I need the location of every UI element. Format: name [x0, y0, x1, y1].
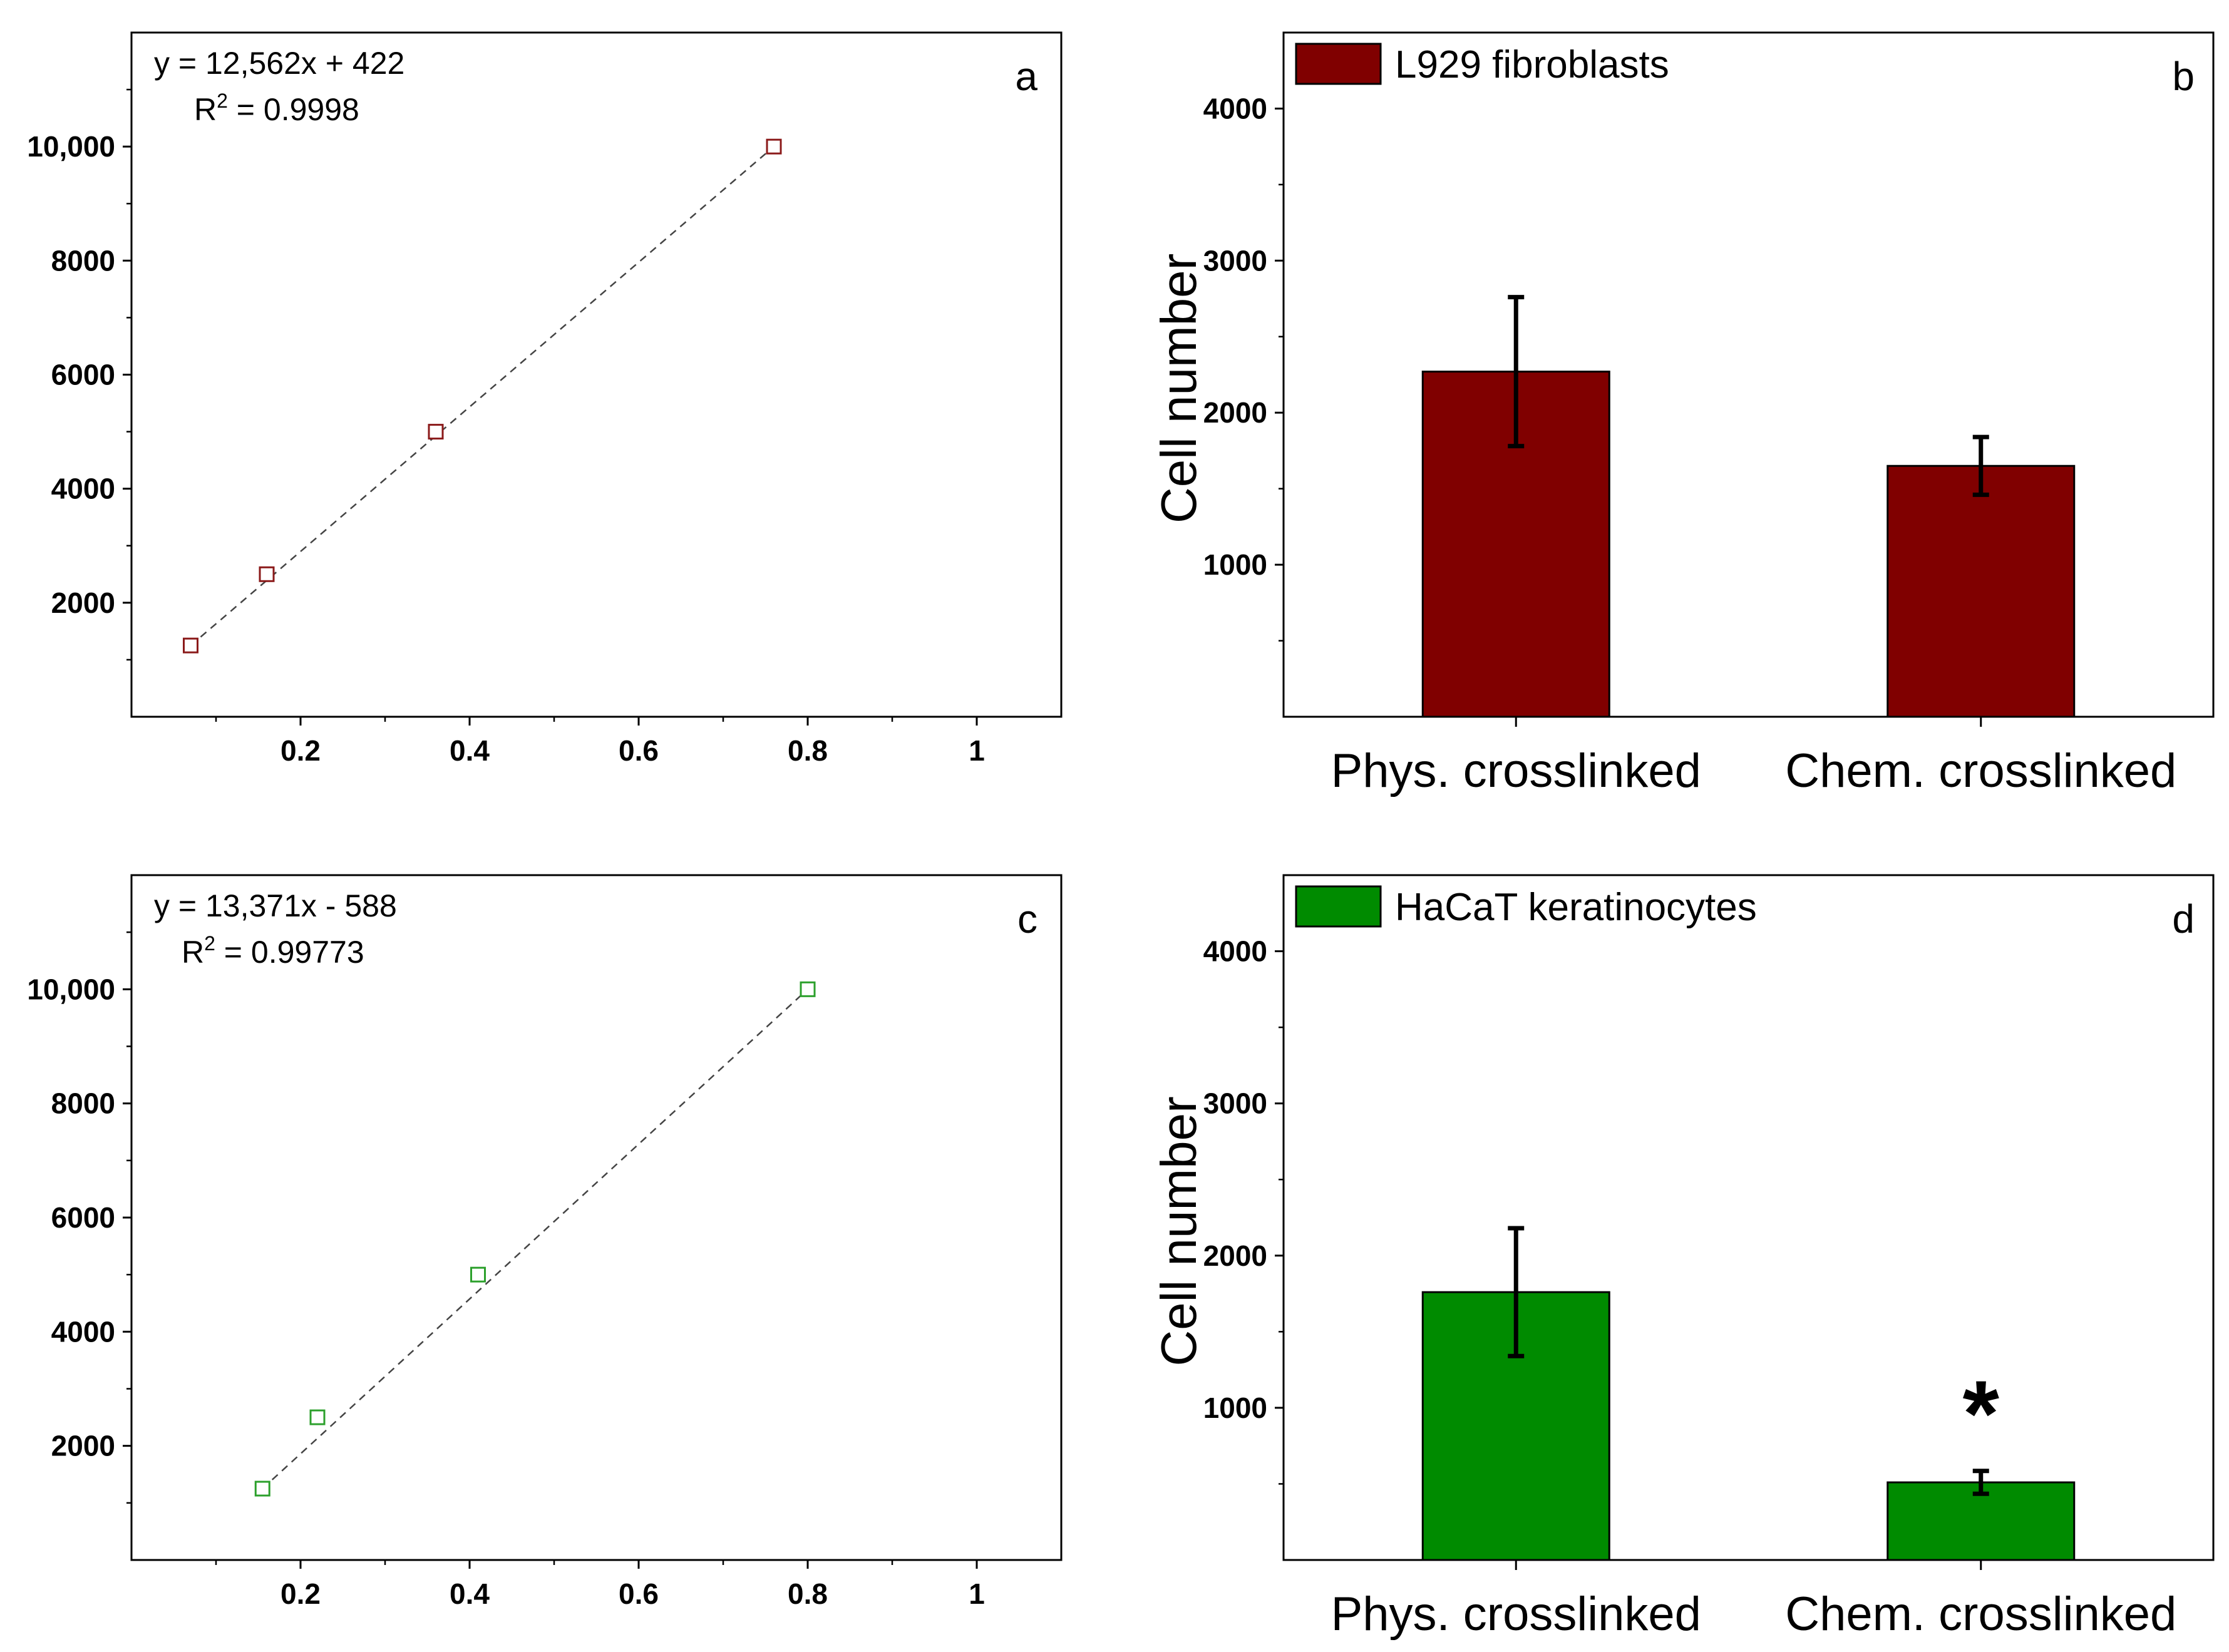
plot-frame [130, 31, 1063, 718]
data-point [259, 566, 275, 582]
y-tick-label: 4000 [51, 473, 115, 505]
y-tick-label: 10,000 [27, 130, 115, 163]
fit-line [262, 988, 808, 1489]
x-tick-label: 1 [969, 1578, 985, 1610]
legend-swatch [1295, 43, 1382, 85]
x-tick-label: 0.4 [450, 1578, 490, 1610]
y-tick-label: 4000 [1203, 935, 1267, 968]
significance-marker: * [1963, 1361, 2000, 1466]
data-point [309, 1409, 326, 1425]
panel-label: b [2172, 54, 2195, 99]
data-point [470, 1266, 486, 1283]
legend-swatch [1295, 885, 1382, 928]
plot-frame [1282, 874, 2215, 1561]
y-tick-label: 3000 [1203, 1087, 1267, 1120]
fit-line [190, 146, 775, 647]
category-label: Chem. crosslinked [1785, 744, 2176, 798]
y-tick-label: 3000 [1203, 244, 1267, 277]
r-squared-value: = 0.9998 [228, 92, 359, 127]
x-tick-label: 0.4 [450, 734, 490, 767]
y-tick-label: 2000 [51, 587, 115, 619]
y-tick-label: 10,000 [27, 973, 115, 1005]
data-point [183, 637, 198, 654]
category-label: Chem. crosslinked [1785, 1588, 2176, 1641]
plot-frame [130, 874, 1063, 1561]
r-squared-value: = 0.99773 [215, 935, 364, 970]
fit-equation: y = 13,371x - 588 [154, 888, 397, 923]
panel-a: 2000 4000 6000 8000 10,000 0.2 0.4 0.6 0.8 1 y = 1… [27, 31, 1063, 767]
y-tick-label: 1000 [1203, 548, 1267, 581]
y-tick-label: 4000 [1203, 92, 1267, 125]
data-point [800, 981, 816, 997]
y-axis-label: Cell number [1151, 254, 1207, 523]
panel-b: 1000 2000 3000 4000 Cell number Phys. crossli… [1151, 31, 2215, 798]
legend-label: L929 fibroblasts [1395, 43, 1669, 86]
panel-label: c [1017, 896, 1037, 941]
y-axis-label: Cell number [1151, 1096, 1207, 1366]
y-tick-label: 8000 [51, 1087, 115, 1120]
panel-label: d [2172, 896, 2195, 941]
x-tick-label: 0.8 [788, 1578, 828, 1610]
data-point [254, 1480, 270, 1497]
category-label: Phys. crosslinked [1331, 744, 1701, 798]
y-tick-label: 2000 [51, 1430, 115, 1462]
data-point [766, 138, 782, 155]
y-tick-label: 1000 [1203, 1392, 1267, 1424]
panel-label: a [1015, 54, 1037, 99]
fit-equation: y = 12,562x + 422 [154, 46, 404, 81]
r-squared-prefix: R [182, 935, 204, 970]
r-squared: R2 = 0.9998 [194, 90, 359, 127]
r-squared-sup: 2 [204, 932, 215, 955]
x-tick-label: 0.8 [788, 734, 828, 767]
r-squared-prefix: R [194, 92, 217, 127]
x-tick-label: 0.6 [619, 1578, 659, 1610]
bar [1887, 464, 2076, 718]
r-squared: R2 = 0.99773 [182, 932, 364, 970]
panel-d: 1000 2000 3000 4000 Cell number Phys. crossli… [1151, 874, 2215, 1641]
panel-c: 2000 4000 6000 8000 10,000 0.2 0.4 0.6 0.8 1 y = 1… [27, 874, 1063, 1610]
x-tick-label: 0.6 [619, 734, 659, 767]
x-tick-label: 0.2 [281, 734, 321, 767]
x-tick-label: 1 [969, 734, 985, 767]
r-squared-sup: 2 [217, 90, 228, 112]
y-tick-label: 4000 [51, 1315, 115, 1348]
category-label: Phys. crosslinked [1331, 1588, 1701, 1641]
data-point [428, 424, 444, 440]
plot-frame [1282, 31, 2215, 718]
y-tick-label: 6000 [51, 1201, 115, 1234]
y-tick-label: 2000 [1203, 396, 1267, 429]
y-tick-label: 6000 [51, 359, 115, 391]
y-tick-label: 2000 [1203, 1239, 1267, 1272]
x-tick-label: 0.2 [281, 1578, 321, 1610]
y-tick-label: 8000 [51, 244, 115, 277]
legend-label: HaCaT keratinocytes [1395, 886, 1757, 929]
